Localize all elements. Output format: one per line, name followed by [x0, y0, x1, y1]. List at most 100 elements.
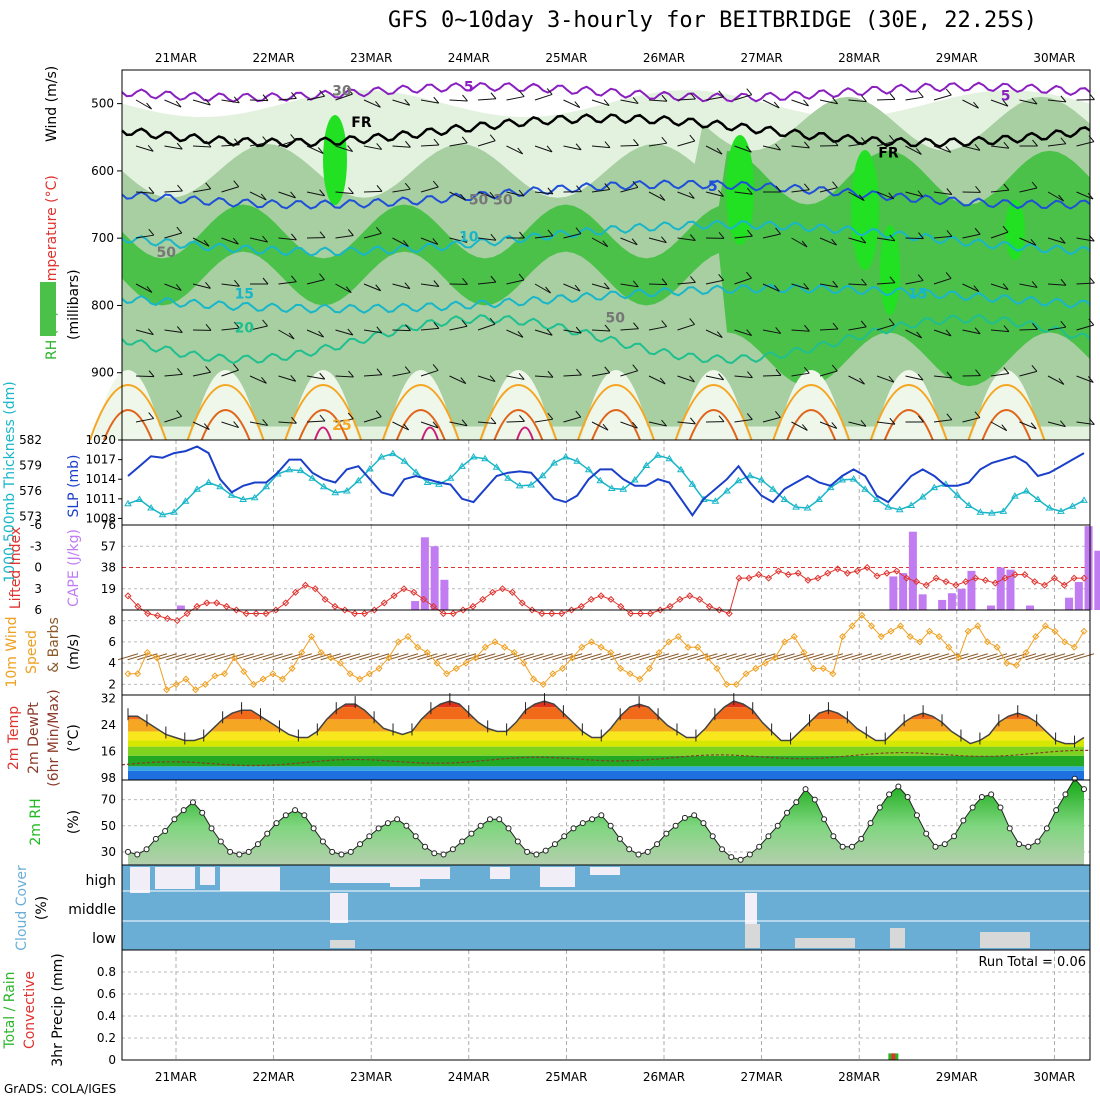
- wind-barb-flag: [234, 321, 240, 329]
- wind-barb-flag: [576, 185, 582, 193]
- wind-speed-marker: [530, 675, 538, 683]
- wind-speed-marker: [346, 670, 354, 678]
- wind-barb-surface: [243, 653, 264, 661]
- wind-barb: [392, 283, 411, 290]
- wind-barb: [648, 142, 667, 147]
- rh-marker: [848, 843, 855, 850]
- thickness-marker: [1011, 492, 1019, 499]
- wind-barb: [762, 416, 781, 423]
- wind-barb: [677, 98, 696, 101]
- li-marker: [242, 610, 250, 618]
- temp-band: [128, 701, 1084, 708]
- wind-speed-marker: [443, 670, 451, 678]
- wind-barb: [591, 145, 610, 149]
- wind-barb-surface: [996, 653, 1017, 661]
- contour-label: 50: [156, 245, 176, 261]
- wind-barb: [791, 145, 810, 149]
- wind-barb: [164, 373, 183, 377]
- temp-bands: [128, 701, 1084, 780]
- wind-barb-surface: [658, 653, 679, 661]
- cape-tick: 76: [101, 518, 116, 532]
- rh-marker: [802, 786, 809, 793]
- wind-barb-flag: [233, 96, 240, 104]
- rh-marker: [347, 848, 354, 855]
- wind-barb-flag: [861, 278, 867, 286]
- wind-barb: [762, 99, 780, 109]
- wind-barb: [335, 93, 353, 101]
- wind-barb-flag: [519, 415, 525, 422]
- wind-barb-surface: [533, 653, 554, 661]
- li-tick: 6: [34, 603, 42, 617]
- wind-barb-surface: [513, 653, 535, 661]
- wind-barb: [221, 369, 239, 377]
- wind-barb: [1076, 324, 1094, 331]
- wind-speed-marker: [423, 648, 431, 657]
- wind-barb-flag: [974, 327, 981, 335]
- wind-speed-marker: [404, 633, 412, 641]
- wind-tick: 4: [108, 656, 116, 670]
- wind-barb-flag: [376, 326, 383, 334]
- wind-speed-marker: [848, 622, 856, 630]
- wind-speed-marker: [539, 680, 547, 688]
- wind-barb: [791, 99, 809, 107]
- li-marker: [696, 595, 704, 603]
- wind-barb: [306, 420, 326, 423]
- wind-speed-marker: [1022, 648, 1030, 657]
- cape-bar: [1026, 605, 1034, 610]
- wind-speed-marker: [211, 672, 219, 680]
- precip-tick: 0.6: [97, 987, 116, 1001]
- wind-barb-flag: [889, 234, 896, 242]
- rh-marker: [366, 833, 373, 840]
- cape-bar: [1074, 582, 1083, 610]
- rh-marker: [913, 812, 920, 819]
- date-label-bottom: 27MAR: [741, 1070, 783, 1084]
- li-tick: -3: [30, 539, 42, 553]
- wind-barb-flag: [376, 185, 383, 192]
- wind-barb: [677, 421, 696, 425]
- thickness-marker: [158, 510, 167, 518]
- wind-barb: [620, 370, 638, 377]
- wind-barb: [164, 232, 182, 239]
- wind-barb-flag: [177, 184, 183, 192]
- li-marker: [627, 610, 635, 618]
- rh-marker: [440, 851, 447, 858]
- ylabel-units: (millibars): [66, 269, 82, 340]
- date-label-top: 21MAR: [155, 51, 197, 65]
- wind-barb-flag: [659, 377, 666, 385]
- wind-barb-flag: [1032, 323, 1038, 330]
- wind-barb: [962, 99, 979, 109]
- wind-barb: [306, 375, 325, 380]
- wind-barb-flag: [604, 366, 611, 374]
- rh-marker: [180, 807, 187, 814]
- wind-barb-flag: [404, 98, 411, 106]
- thickness-marker: [895, 505, 904, 513]
- wind-barb: [135, 329, 154, 336]
- wind-barb: [420, 369, 439, 377]
- cape-bar: [957, 588, 966, 610]
- slp-tick: 1008: [85, 511, 116, 525]
- wind-barb-flag: [775, 411, 781, 418]
- li-marker: [863, 563, 871, 572]
- rh-marker: [1025, 843, 1032, 850]
- wind-speed-marker: [221, 670, 229, 678]
- contour-30-dome: [688, 409, 739, 441]
- li-marker: [124, 592, 132, 600]
- wind-speed-marker: [626, 670, 634, 678]
- rh-marker: [505, 825, 512, 832]
- wind-barb-surface: [185, 653, 206, 661]
- wind-barb: [534, 329, 553, 336]
- wind-barb: [335, 283, 352, 294]
- wind-barb-flag: [689, 318, 696, 325]
- rh-marker: [960, 817, 967, 824]
- wind-barb-flag: [889, 93, 896, 100]
- wind-barb: [221, 283, 240, 287]
- wind-barb-flag: [1031, 181, 1038, 189]
- wind-speed-marker: [481, 643, 489, 651]
- wind-barb-surface: [156, 653, 177, 661]
- wind-speed-marker: [143, 648, 151, 657]
- wind-barb: [420, 421, 439, 429]
- wind-speed-marker: [1032, 633, 1040, 641]
- wind-barb-flag: [460, 193, 466, 201]
- wind-barb: [164, 329, 183, 334]
- wind-barb-surface: [291, 653, 312, 661]
